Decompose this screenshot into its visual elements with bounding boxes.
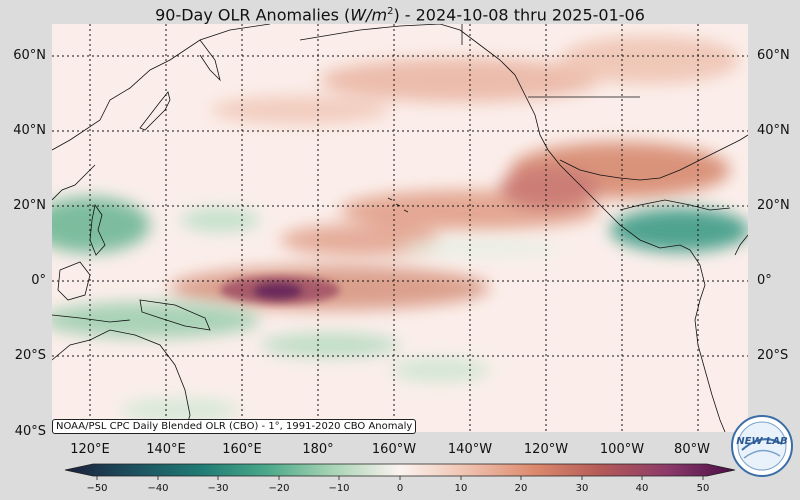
us-gulf-coastline	[639, 134, 748, 181]
colorbar-tick-label: −30	[207, 483, 229, 494]
colorbar-tick-label: 20	[514, 483, 528, 494]
lat-label-left-20s: 20°S	[14, 348, 46, 363]
map-title: 90-Day OLR Anomalies (W/m2) - 2024-10-08…	[155, 5, 645, 25]
colorbar-tick-label: −20	[268, 483, 290, 494]
indonesia-coastline	[52, 314, 131, 323]
colorbar-tick-label: −10	[328, 483, 350, 494]
lon-label-80w: 80°W	[674, 442, 710, 457]
colorbar-tick-label: 50	[696, 483, 710, 494]
gridlines	[52, 24, 748, 432]
lat-label-left-0: 0°	[31, 273, 46, 288]
hawaii-coastline	[387, 197, 409, 213]
asia-coastline	[52, 24, 271, 151]
lat-label-right-40n: 40°N	[757, 123, 790, 138]
lon-label-160w: 160°W	[371, 442, 417, 457]
anomaly-south-pacific	[260, 333, 400, 357]
anomaly-itcz-gap	[400, 240, 560, 256]
caribbean-coastline	[619, 199, 731, 211]
gulf-of-mexico-coastline	[559, 159, 641, 181]
colorbar	[64, 463, 736, 480]
anomaly-core-peak	[253, 282, 303, 300]
lon-label-180: 180°	[302, 442, 334, 457]
noaa-globe-icon: NEW LAB	[731, 415, 793, 477]
anomaly-caribbean	[610, 208, 748, 252]
lat-label-right-60n: 60°N	[757, 48, 790, 63]
lon-label-160e: 160°E	[222, 442, 262, 457]
new-guinea-coastline	[139, 299, 211, 331]
australia-coastline	[52, 329, 191, 432]
colorbar-tick-label: −40	[147, 483, 169, 494]
colombia-coastline	[734, 234, 748, 256]
lat-label-right-20n: 20°N	[757, 198, 790, 213]
anomaly-north-pacific	[320, 58, 600, 102]
colorbar-tick-label: 10	[454, 483, 468, 494]
coastlines	[52, 24, 748, 432]
colorbar-tick-label: −50	[86, 483, 108, 494]
anomaly-maritime-south	[52, 302, 260, 338]
anomaly-north-pacific-west	[210, 96, 390, 124]
japan-coastline	[139, 91, 171, 131]
china-coastline	[52, 164, 96, 201]
anomaly-north-america	[560, 36, 740, 84]
anomaly-field	[52, 36, 748, 422]
borneo-coastline	[57, 261, 91, 301]
anomaly-philippines	[52, 197, 150, 253]
lat-label-left-40n: 40°N	[13, 123, 46, 138]
lon-label-100w: 100°W	[599, 442, 645, 457]
lat-label-left-60n: 60°N	[13, 48, 46, 63]
colorbar-tick-label: 40	[635, 483, 649, 494]
anomaly-west-pacific	[180, 208, 260, 232]
logo-text: NEW LAB	[736, 436, 787, 447]
philippines-coastline	[89, 204, 106, 256]
kamchatka-coastline	[199, 39, 221, 82]
lat-label-right-20s: 20°S	[757, 348, 789, 363]
colorbar-scale	[64, 463, 736, 477]
south-america-coastline	[689, 249, 726, 432]
anomaly-south-central	[390, 358, 490, 382]
colorbar-tick-label: 30	[575, 483, 589, 494]
source-note: NOAA/PSL CPC Daily Blended OLR (CBO) - 1…	[52, 419, 417, 434]
lat-label-left-20n: 20°N	[13, 198, 46, 213]
anomaly-east-pacific	[500, 166, 600, 210]
lon-label-140e: 140°E	[146, 442, 186, 457]
lon-label-140w: 140°W	[447, 442, 493, 457]
lat-label-left-40s: 40°S	[14, 424, 46, 439]
lon-label-120e: 120°E	[70, 442, 110, 457]
north-america-west-coastline	[299, 24, 691, 251]
lon-label-120w: 120°W	[523, 442, 569, 457]
anomaly-australia-south	[120, 398, 240, 422]
lat-label-right-0: 0°	[757, 273, 772, 288]
colorbar-tick-label: 0	[396, 483, 404, 494]
